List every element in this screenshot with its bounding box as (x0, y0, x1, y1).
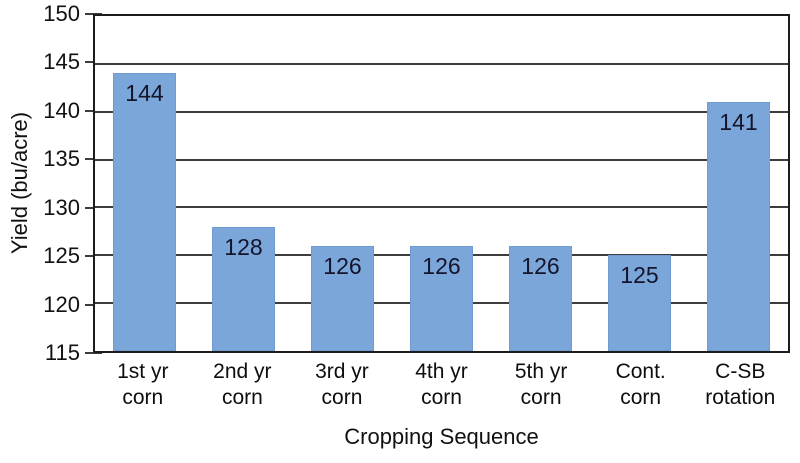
x-tick-label: C-SB rotation (705, 360, 776, 409)
gridline (95, 110, 788, 113)
x-tick-label: 4th yr corn (415, 360, 468, 409)
x-tick-label: 2nd yr corn (213, 360, 272, 409)
y-tick-label: 125 (43, 243, 80, 269)
gridline (95, 62, 788, 65)
gridline (95, 158, 788, 161)
bar-value-label: 144 (125, 80, 164, 107)
bar-value-label: 141 (719, 109, 758, 136)
plot-area: 144 128 126 126 126 125 141 (93, 14, 790, 353)
bar-value-label: 126 (323, 252, 362, 279)
bar: 126 (311, 245, 374, 351)
x-axis-labels: 1st yr corn 2nd yr corn 3rd yr corn 4th yr … (93, 359, 790, 411)
bar: 144 (113, 73, 176, 351)
y-tick-label: 150 (43, 1, 80, 26)
y-tick-label: 135 (43, 146, 80, 172)
bar-value-label: 126 (422, 252, 461, 279)
bar-value-label: 126 (521, 252, 560, 279)
bar: 128 (212, 226, 275, 351)
y-tick-label: 120 (43, 291, 80, 317)
x-tick-label: Cont. corn (615, 360, 666, 409)
y-tick-label: 130 (43, 194, 80, 220)
bar-value-label: 125 (620, 262, 659, 289)
x-axis-title: Cropping Sequence (344, 424, 539, 449)
bar: 126 (509, 245, 572, 351)
gridline (95, 206, 788, 209)
y-axis-ticks: 115 120 125 130 135 140 145 150 (0, 3, 102, 364)
bar: 141 (707, 102, 770, 351)
x-tick-label: 5th yr corn (514, 360, 568, 409)
bar-value-label: 128 (224, 233, 263, 260)
x-tick-label: 3rd yr corn (315, 360, 369, 409)
y-tick-label: 140 (43, 97, 80, 123)
y-tick-label: 145 (43, 49, 80, 75)
bar: 126 (410, 245, 473, 351)
y-tick-label: 115 (44, 340, 80, 365)
x-tick-label: 1st yr corn (117, 360, 169, 409)
y-tick-mark (85, 352, 102, 354)
bar: 125 (608, 255, 671, 351)
